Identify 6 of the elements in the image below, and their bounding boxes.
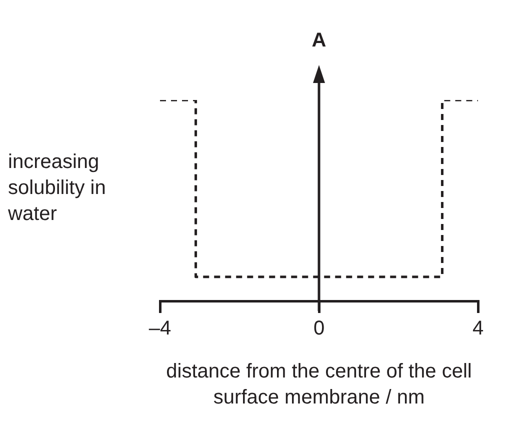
- x-axis-title: distance from the centre of the cell surface membrane / nm: [166, 360, 472, 409]
- text: A: [312, 30, 326, 52]
- x-tick-label: –4: [148, 318, 172, 340]
- x-tick-label: 4: [472, 318, 484, 340]
- x-tick-label: 0: [313, 318, 325, 340]
- y-axis-title: increasing solubility in water: [7, 151, 106, 226]
